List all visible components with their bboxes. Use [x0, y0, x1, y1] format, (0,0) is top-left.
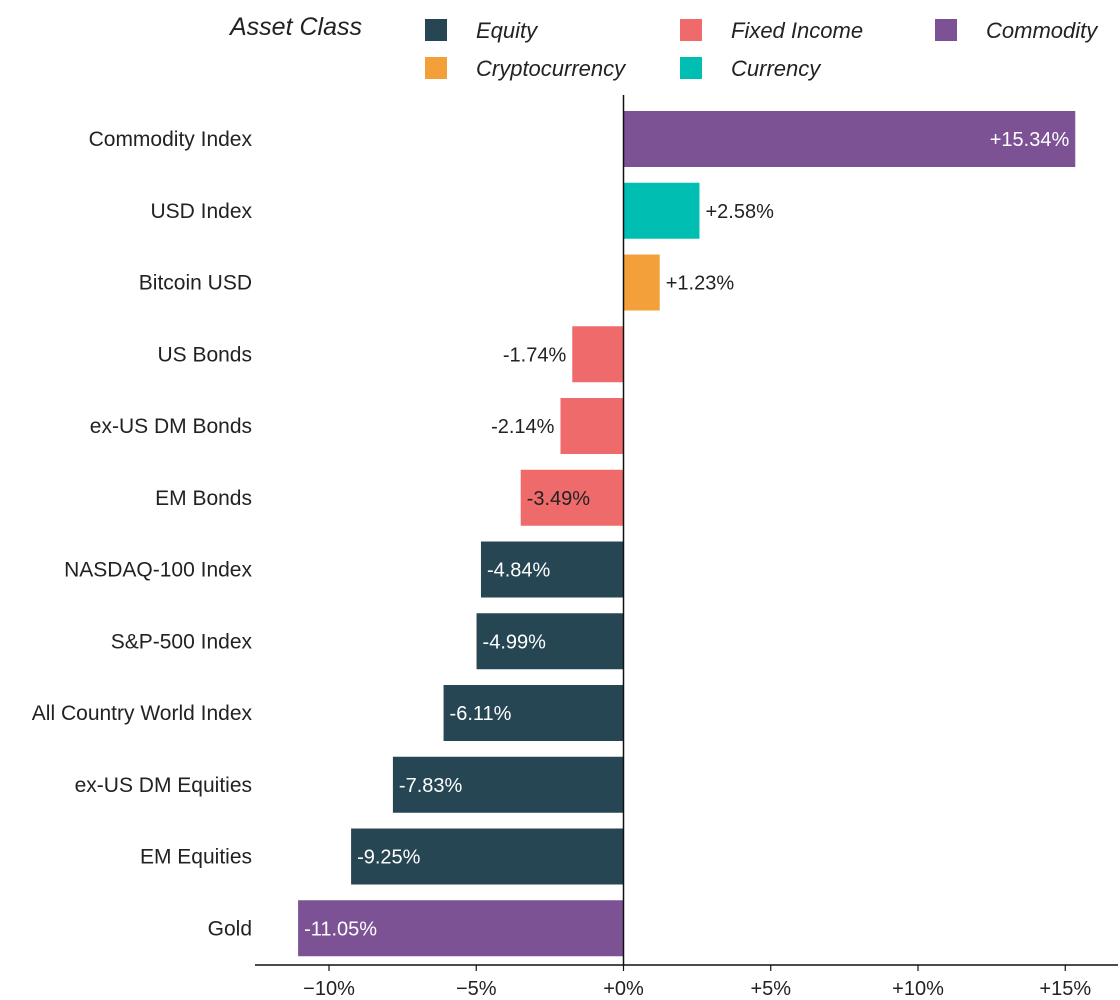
- category-label-commodity-index: Commodity Index: [89, 128, 253, 151]
- legend-label-fixed-income: Fixed Income: [731, 18, 863, 43]
- bar-nasdaq-100-index: [480, 541, 624, 598]
- category-label-bitcoin-usd: Bitcoin USD: [139, 272, 252, 295]
- legend-label-cryptocurrency: Cryptocurrency: [476, 56, 627, 81]
- legend-swatch-fixed-income: [680, 19, 702, 41]
- category-label-gold: Gold: [208, 917, 252, 940]
- value-label-nasdaq-100-index: -4.84%: [487, 560, 551, 582]
- x-tick-label: +0%: [603, 978, 644, 1000]
- category-label-em-equities: EM Equities: [140, 846, 252, 869]
- bar-gold: [298, 900, 624, 957]
- bar-us-bonds: [572, 326, 624, 383]
- bar-ex-us-dm-bonds: [560, 398, 624, 454]
- legend-swatch-cryptocurrency: [425, 57, 447, 79]
- value-label-all-country-world-index: -6.11%: [450, 703, 512, 725]
- legend-label-commodity: Commodity: [986, 18, 1099, 43]
- legend: Asset Class Equity Fixed Income Commodity C…: [228, 13, 1099, 81]
- category-label-ex-us-dm-bonds: ex-US DM Bonds: [90, 415, 252, 438]
- x-tick-label: +15%: [1039, 978, 1091, 1000]
- category-label-us-bonds: US Bonds: [157, 343, 252, 366]
- value-label-usd-index: +2.58%: [705, 201, 774, 223]
- bar-s-p-500-index: [476, 613, 624, 670]
- bar-em-equities: [351, 828, 624, 885]
- category-label-ex-us-dm-equities: ex-US DM Equities: [75, 774, 252, 797]
- x-tick-label: +10%: [892, 978, 944, 1000]
- value-label-ex-us-dm-bonds: -2.14%: [491, 416, 555, 438]
- value-label-s-p-500-index: -4.99%: [483, 631, 547, 653]
- x-tick-label: −10%: [303, 978, 355, 1000]
- bars: Commodity Index +15.34% USD Index +2.58% Bit…: [32, 111, 1076, 957]
- legend-label-equity: Equity: [476, 18, 539, 43]
- value-label-commodity-index: +15.34%: [990, 129, 1070, 151]
- bar-all-country-world-index: [443, 685, 624, 741]
- category-label-em-bonds: EM Bonds: [155, 487, 252, 510]
- bar-bitcoin-usd: [623, 254, 660, 311]
- legend-swatch-commodity: [935, 19, 957, 41]
- bar-em-bonds: [520, 469, 624, 526]
- value-label-ex-us-dm-equities: -7.83%: [399, 775, 463, 797]
- x-tick-label: +5%: [750, 978, 791, 1000]
- value-label-em-equities: -9.25%: [357, 847, 421, 869]
- legend-swatch-currency: [680, 57, 702, 79]
- bar-ex-us-dm-equities: [392, 756, 624, 813]
- legend-swatch-equity: [425, 19, 447, 41]
- category-label-all-country-world-index: All Country World Index: [32, 702, 253, 725]
- category-label-nasdaq-100-index: NASDAQ-100 Index: [64, 559, 252, 582]
- legend-label-currency: Currency: [731, 56, 822, 81]
- category-label-s-p-500-index: S&P-500 Index: [111, 630, 253, 653]
- x-tick-label: −5%: [456, 978, 497, 1000]
- bar-usd-index: [623, 182, 700, 239]
- bar-commodity-index: [623, 111, 1076, 167]
- value-label-bitcoin-usd: +1.23%: [666, 273, 735, 295]
- value-label-gold: -11.05%: [304, 918, 377, 940]
- value-label-em-bonds: -3.49%: [527, 488, 591, 510]
- x-axis: −10% −5% +0% +5% +10% +15%: [255, 95, 1118, 1000]
- value-label-us-bonds: -1.74%: [503, 344, 567, 366]
- category-label-usd-index: USD Index: [150, 200, 252, 223]
- legend-title: Asset Class: [228, 13, 362, 41]
